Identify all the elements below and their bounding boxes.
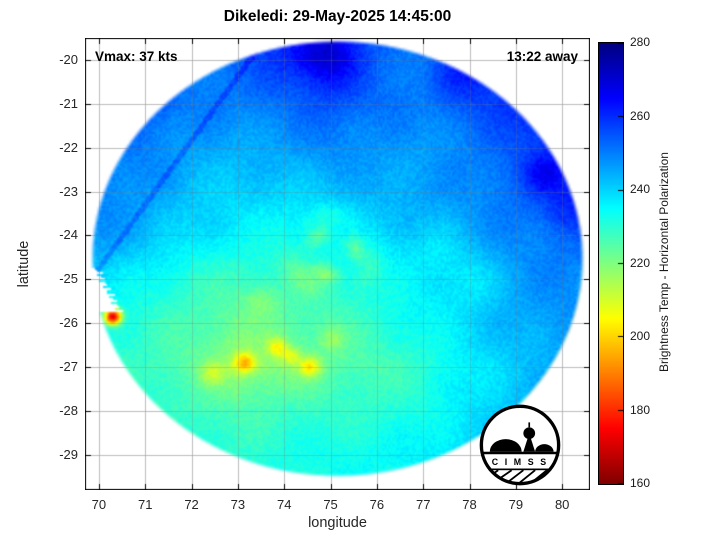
colorbar-tick-label: 160 (630, 476, 651, 490)
x-tick-label: 74 (276, 497, 292, 512)
observatory-dome-icon (489, 439, 522, 452)
colorbar-tick-label: 200 (630, 329, 651, 343)
colorbar-label: Brightness Temp - Horizontal Polarizatio… (657, 152, 671, 372)
colorbar (598, 42, 624, 485)
plot-area: Vmax: 37 kts 13:22 away C I M S S (85, 38, 590, 490)
y-tick-label: -29 (59, 446, 78, 462)
y-tick-label: -21 (59, 95, 78, 111)
colorbar-tick-label: 240 (630, 182, 651, 196)
cimss-logo-text: C I M S S (492, 457, 549, 467)
y-axis-label: latitude (16, 240, 32, 288)
y-tick-label: -23 (59, 183, 78, 199)
y-tick-label: -20 (59, 51, 78, 67)
y-tick-label: -24 (59, 227, 78, 243)
y-tick-label: -27 (59, 359, 78, 375)
x-tick-label: 80 (554, 497, 570, 512)
small-dome-icon (535, 444, 554, 452)
satellite-ball-icon (523, 427, 536, 440)
chart-title: Dikeledi: 29-May-2025 14:45:00 (223, 8, 452, 25)
y-tick-label: -28 (59, 403, 78, 418)
ground-line (481, 451, 559, 455)
band-line (481, 468, 559, 471)
colorbar-tick-label: 260 (630, 108, 651, 123)
cimss-logo-circle (479, 404, 561, 486)
x-tick-label: 79 (508, 497, 524, 512)
y-tick-label: -22 (59, 139, 78, 155)
x-axis-label: longitude (308, 515, 367, 531)
vmax-annotation: Vmax: 37 kts (95, 49, 178, 64)
x-tick-label: 72 (184, 497, 199, 512)
x-tick-label: 70 (91, 497, 107, 512)
time-offset-annotation: 13:22 away (506, 49, 578, 64)
colorbar-tick-label: 220 (630, 255, 651, 270)
cimss-logo: C I M S S (479, 404, 561, 486)
colorbar-tick-label: 180 (630, 402, 651, 417)
x-tick-label: 76 (369, 497, 385, 512)
tower-icon (523, 433, 536, 452)
colorbar-tick-label: 280 (630, 35, 651, 49)
y-tick-label: -25 (59, 271, 78, 287)
x-tick-label: 75 (323, 497, 338, 512)
x-tick-label: 73 (230, 497, 246, 512)
x-tick-label: 71 (137, 497, 153, 512)
x-tick-label: 78 (462, 497, 477, 512)
x-tick-label: 77 (415, 497, 431, 512)
y-tick-label: -26 (59, 315, 78, 331)
